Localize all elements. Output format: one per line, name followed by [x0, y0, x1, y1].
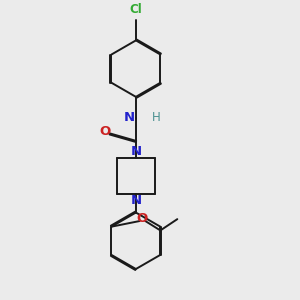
Text: N: N — [130, 194, 142, 207]
Text: Cl: Cl — [130, 3, 142, 16]
Text: N: N — [130, 145, 142, 158]
Text: O: O — [137, 212, 148, 225]
Text: H: H — [152, 111, 161, 124]
Text: O: O — [99, 125, 110, 138]
Text: N: N — [124, 111, 135, 124]
